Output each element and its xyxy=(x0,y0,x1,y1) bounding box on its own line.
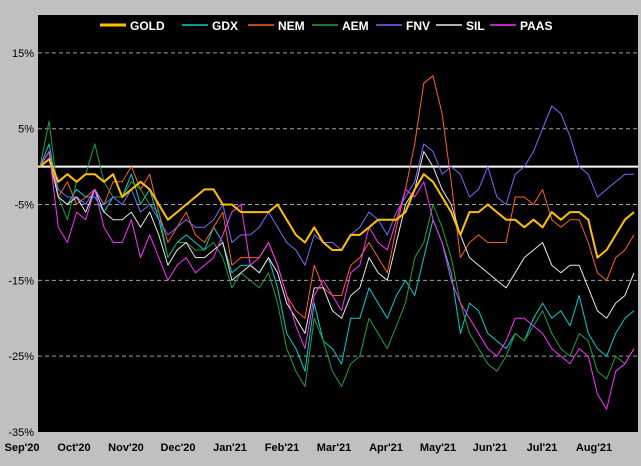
legend-label: AEM xyxy=(342,19,369,33)
x-tick-label: Sep'20 xyxy=(4,442,39,454)
y-tick-label: -25% xyxy=(8,351,34,363)
x-tick-label: Jan'21 xyxy=(213,442,247,454)
x-tick-label: Mar'21 xyxy=(317,442,351,454)
x-tick-label: Nov'20 xyxy=(108,442,144,454)
series-line-sil xyxy=(39,151,635,334)
y-tick-label: 15% xyxy=(12,48,34,60)
legend-item-sil: SIL xyxy=(436,19,485,33)
legend-item-gold: GOLD xyxy=(100,19,165,33)
series-line-paas xyxy=(39,151,635,410)
legend-item-nem: NEM xyxy=(248,19,305,33)
legend-label: NEM xyxy=(278,19,305,33)
y-tick-label: -5% xyxy=(14,200,34,212)
legend: GOLD GDX NEM AEM FNV SIL PAAS xyxy=(100,19,552,33)
legend-label: PAAS xyxy=(520,19,552,33)
series-line-nem xyxy=(39,75,635,319)
x-tick-label: Feb'21 xyxy=(265,442,299,454)
x-axis-labels: Sep'20 Oct'20 Nov'20 Dec'20 Jan'21 Feb'21 Mar'… xyxy=(4,442,612,454)
legend-item-aem: AEM xyxy=(312,19,369,33)
legend-label: GDX xyxy=(212,19,238,33)
y-tick-label: 5% xyxy=(18,124,34,136)
x-tick-label: May'21 xyxy=(420,442,456,454)
legend-item-paas: PAAS xyxy=(490,19,552,33)
x-tick-label: Aug'21 xyxy=(576,442,612,454)
x-tick-label: Jun'21 xyxy=(473,442,507,454)
series-line-fnv xyxy=(39,105,634,266)
legend-label: SIL xyxy=(466,19,485,33)
y-tick-label: -35% xyxy=(8,427,34,439)
x-tick-label: Jul'21 xyxy=(527,442,558,454)
y-axis-labels: 15% 5% -5% -15% -25% -35% xyxy=(8,48,34,439)
y-tick-label: -15% xyxy=(8,275,34,287)
legend-item-gdx: GDX xyxy=(182,19,238,33)
x-tick-label: Dec'20 xyxy=(160,442,195,454)
series-line-aem xyxy=(39,120,635,387)
series-lines xyxy=(39,75,635,410)
plot-area xyxy=(38,15,638,432)
series-line-gdx xyxy=(39,143,635,372)
x-tick-label: Oct'20 xyxy=(57,442,90,454)
legend-item-fnv: FNV xyxy=(376,19,430,33)
legend-label: FNV xyxy=(406,19,430,33)
legend-label: GOLD xyxy=(130,19,165,33)
x-tick-label: Apr'21 xyxy=(369,442,403,454)
series-line-gold xyxy=(39,158,635,259)
